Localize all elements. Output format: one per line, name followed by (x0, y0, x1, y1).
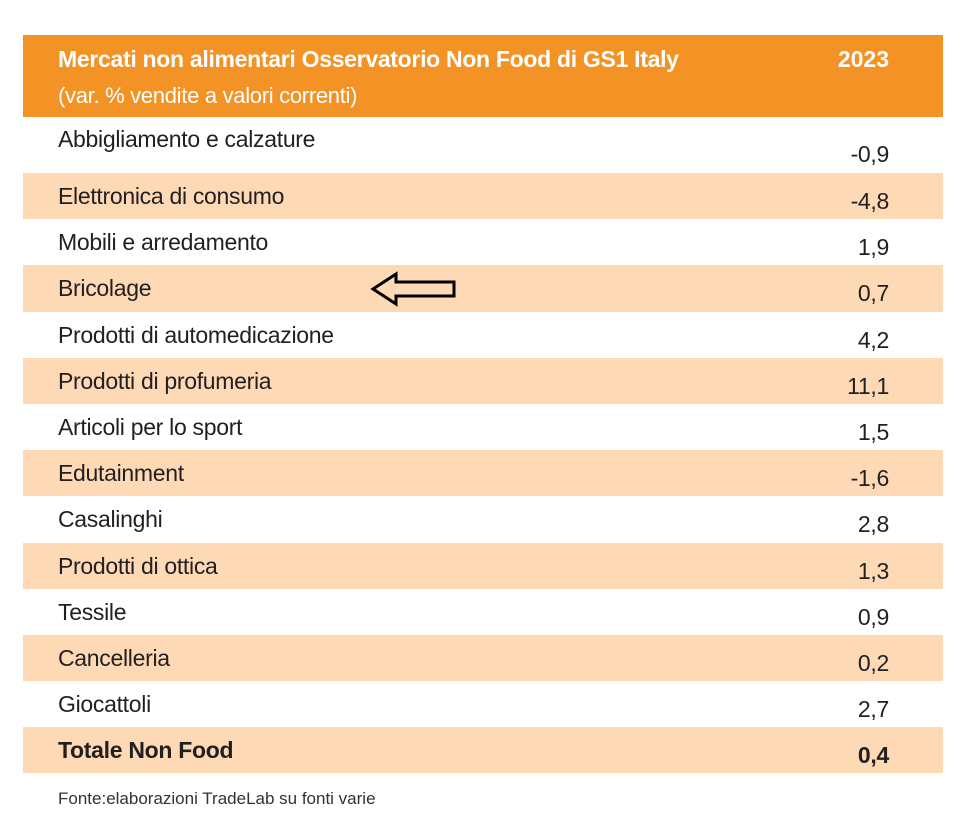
table-row: Bricolage 0,7 (23, 265, 943, 312)
table-row: Edutainment -1,6 (23, 450, 943, 497)
source-note: Fonte:elaborazioni TradeLab su fonti var… (58, 789, 376, 808)
table-row: Articoli per lo sport 1,5 (23, 404, 943, 450)
row-value: 0,7 (857, 280, 889, 307)
total-value: 0,4 (857, 742, 889, 769)
table-body: Abbigliamento e calzature -0,9 Elettroni… (23, 117, 943, 774)
row-label: Bricolage (58, 275, 152, 302)
row-label: Abbigliamento e calzature (58, 126, 316, 152)
table-row: Prodotti di ottica 1,3 (23, 542, 943, 589)
row-value: -4,8 (850, 188, 890, 214)
table-row: Elettronica di consumo -4,8 (23, 173, 943, 220)
row-label: Mobili e arredamento (58, 229, 269, 256)
row-value: 2,8 (857, 511, 889, 538)
row-label: Prodotti di automedicazione (58, 321, 334, 348)
table-row: Cancelleria 0,2 (23, 634, 943, 682)
row-label: Articoli per lo sport (58, 413, 243, 440)
row-label: Elettronica di consumo (58, 183, 285, 209)
column-header-year: 2023 (837, 46, 889, 72)
table-row: Prodotti di automedicazione 4,2 (23, 312, 943, 358)
row-label: Tessile (58, 598, 127, 625)
row-value: 1,9 (857, 234, 889, 261)
table-header: Mercati non alimentari Osservatorio Non … (23, 35, 943, 117)
row-value: 1,5 (857, 418, 889, 445)
table-row: Mobili e arredamento 1,9 (23, 219, 943, 265)
row-value: 4,2 (857, 326, 889, 353)
row-value: 0,9 (857, 603, 889, 630)
table-row: Abbigliamento e calzature -0,9 (23, 117, 943, 173)
row-label: Casalinghi (58, 506, 163, 533)
row-label: Giocattoli (58, 691, 151, 718)
total-label: Totale Non Food (58, 737, 234, 764)
row-value: 11,1 (847, 372, 889, 399)
left-arrow-icon (370, 271, 456, 307)
table-row: Tessile 0,9 (23, 589, 943, 635)
row-value: 2,7 (857, 696, 889, 723)
row-value: -0,9 (850, 141, 890, 167)
row-label: Edutainment (58, 460, 184, 487)
table-row: Casalinghi 2,8 (23, 496, 943, 542)
table-title: Mercati non alimentari Osservatorio Non … (58, 46, 679, 72)
table-row: Prodotti di profumeria 11,1 (23, 357, 943, 404)
row-label: Prodotti di ottica (58, 552, 218, 579)
row-value: 0,2 (857, 649, 889, 676)
row-label: Cancelleria (58, 644, 170, 671)
row-value: 1,3 (857, 557, 889, 584)
row-value: -1,6 (850, 465, 890, 492)
row-label: Prodotti di profumeria (58, 367, 272, 394)
table-subtitle: (var. % vendite a valori correnti) (58, 83, 358, 108)
table-row: Giocattoli 2,7 (23, 681, 943, 727)
total-row: Totale Non Food 0,4 (23, 727, 943, 774)
